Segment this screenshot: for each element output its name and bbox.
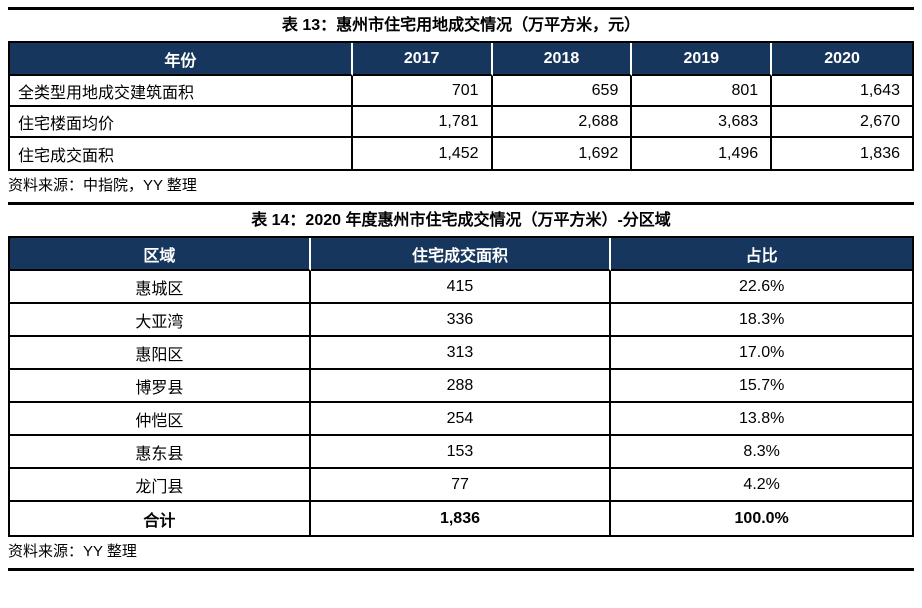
table-cell: 801	[632, 76, 773, 107]
table-cell: 2,688	[492, 107, 633, 138]
share-cell: 22.6%	[611, 271, 912, 304]
table-row: 惠阳区 313 17.0%	[10, 337, 912, 370]
region-cell: 惠东县	[10, 436, 311, 469]
region-cell: 龙门县	[10, 469, 311, 502]
table14-source: 资料来源：YY 整理	[8, 543, 137, 560]
table13-header-row: 年份 2017 2018 2019 2020	[10, 43, 912, 76]
table13-source: 资料来源：中指院，YY 整理	[8, 177, 197, 194]
table14-title: 表 14：2020 年度惠州市住宅成交情况（万平方米）-分区域	[251, 212, 671, 229]
table-row: 惠东县 153 8.3%	[10, 436, 912, 469]
area-cell: 288	[310, 370, 612, 403]
table-row: 全类型用地成交建筑面积 701 659 801 1,643	[10, 76, 912, 107]
table14-header-region: 区域	[10, 238, 311, 271]
area-cell: 77	[310, 469, 612, 502]
share-cell: 4.2%	[611, 469, 912, 502]
area-cell: 415	[310, 271, 612, 304]
area-cell: 254	[310, 403, 612, 436]
table-cell: 701	[352, 76, 493, 107]
share-cell: 18.3%	[611, 304, 912, 337]
total-area: 1,836	[311, 502, 612, 535]
share-cell: 15.7%	[611, 370, 912, 403]
table-cell: 1,643	[772, 76, 912, 107]
table-row: 博罗县 288 15.7%	[10, 370, 912, 403]
region-cell: 大亚湾	[10, 304, 311, 337]
table-cell: 1,781	[352, 107, 493, 138]
bottom-rule	[8, 568, 914, 571]
middle-rule	[8, 202, 914, 205]
table13-header-2019: 2019	[632, 43, 773, 76]
table-cell: 1,452	[353, 138, 493, 169]
share-cell: 17.0%	[611, 337, 912, 370]
region-cell: 博罗县	[10, 370, 311, 403]
top-rule	[8, 7, 914, 10]
total-row: 合计 1,836 100.0%	[10, 502, 912, 535]
table13-title: 表 13：惠州市住宅用地成交情况（万平方米，元）	[281, 17, 641, 34]
table-cell: 1,692	[493, 138, 633, 169]
table-cell: 659	[492, 76, 633, 107]
table13-header-year-label: 年份	[10, 43, 353, 76]
row-label: 全类型用地成交建筑面积	[10, 76, 353, 107]
area-cell: 336	[310, 304, 612, 337]
region-cell: 惠城区	[10, 271, 311, 304]
table14-header-area: 住宅成交面积	[310, 238, 612, 271]
table13-header-2017: 2017	[352, 43, 493, 76]
share-cell: 13.8%	[611, 403, 912, 436]
table13-header-2018: 2018	[492, 43, 633, 76]
table-cell: 1,496	[632, 138, 773, 169]
share-cell: 8.3%	[611, 436, 912, 469]
table14-header-row: 区域 住宅成交面积 占比	[10, 238, 912, 271]
table-cell: 1,836	[859, 144, 900, 162]
region-cell: 惠阳区	[10, 337, 311, 370]
table-cell: 3,683	[632, 107, 773, 138]
table14-header-share: 占比	[611, 238, 912, 271]
table-row: 仲恺区 254 13.8%	[10, 403, 912, 436]
table-row: 大亚湾 336 18.3%	[10, 304, 912, 337]
row-label: 住宅楼面均价	[10, 107, 353, 138]
region-cell: 仲恺区	[10, 403, 311, 436]
table-row: 惠城区 415 22.6%	[10, 271, 912, 304]
table13: 年份 2017 2018 2019 2020 全类型用地成交建筑面积 701 6…	[8, 41, 914, 171]
table-cell: 2,670	[772, 107, 912, 138]
area-cell: 153	[310, 436, 612, 469]
area-cell: 313	[310, 337, 612, 370]
total-share: 100.0%	[734, 509, 789, 527]
table14: 区域 住宅成交面积 占比 惠城区 415 22.6% 大亚湾 336 18.3%…	[8, 236, 914, 537]
table-row: 住宅楼面均价 1,781 2,688 3,683 2,670	[10, 107, 912, 138]
row-label: 住宅成交面积	[10, 138, 353, 169]
total-label: 合计	[10, 502, 311, 535]
table13-header-2020: 2020	[772, 43, 912, 76]
table-row: 住宅成交面积 1,452 1,692 1,496 1,836	[10, 138, 912, 169]
table-row: 龙门县 77 4.2%	[10, 469, 912, 502]
